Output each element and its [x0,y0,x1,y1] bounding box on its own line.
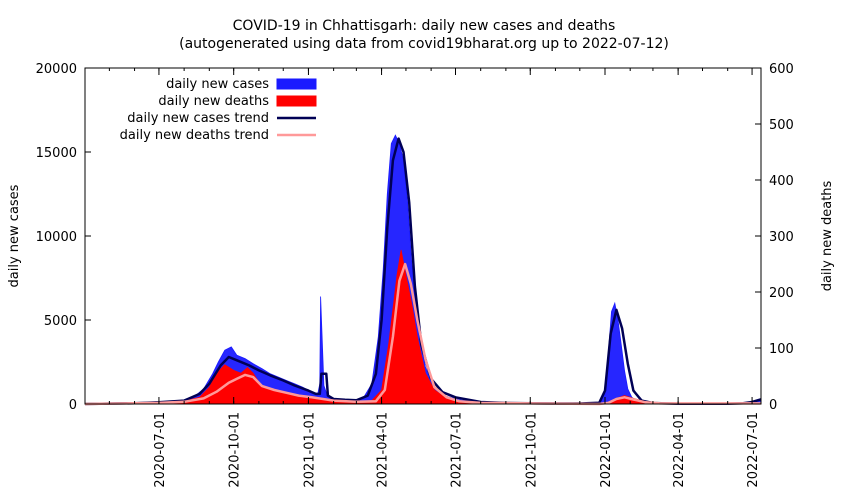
series-daily-new-deaths-trend [84,262,761,406]
y-right-tick-label: 400 [769,174,794,189]
y-right-tick-label: 300 [769,230,794,245]
y-right-tick-label: 500 [769,118,794,133]
series-daily-new-cases-trend [84,137,762,406]
x-tick-label: 2022-07-01 [746,412,761,488]
chart-title-line1: COVID-19 in Chhattisgarh: daily new case… [233,18,616,34]
series-daily-new-deaths [84,249,762,405]
chart-title-line2: (autogenerated using data from covid19bh… [179,36,669,52]
y-left-tick-label: 10000 [36,230,77,245]
y-right-tick-label: 200 [769,286,794,301]
series-daily-new-cases [84,134,762,405]
legend-label: daily new cases [166,77,269,92]
x-tick-label: 2022-01-01 [599,412,614,488]
x-tick-label: 2020-07-01 [153,412,168,488]
legend-swatch [276,95,317,107]
y-left-tick-label: 0 [69,398,77,413]
x-tick-label: 2022-04-01 [672,412,687,488]
y-right-tick-label: 0 [769,398,777,413]
x-tick-label: 2021-07-01 [450,412,465,488]
legend-label: daily new deaths trend [120,128,269,143]
legend-label: daily new deaths [158,94,269,109]
y-axis-left-label: daily new cases [7,184,22,287]
legend-label: daily new cases trend [127,111,269,126]
y-left-tick-label: 5000 [44,314,77,329]
x-tick-label: 2020-10-01 [228,412,243,488]
legend: daily new cases daily new deaths daily new… [120,77,317,143]
y-axis-right-label: daily new deaths [820,180,835,291]
y-right-tick-label: 600 [769,62,794,77]
y-right-tick-label: 100 [769,342,794,357]
x-tick-label: 2021-10-01 [524,412,539,488]
axes: 0 5000 10000 15000 20000 0 100 200 300 400 500 600 2… [36,62,794,488]
plot-content [84,134,762,406]
y-left-tick-label: 20000 [36,62,77,77]
x-tick-label: 2021-04-01 [376,412,391,488]
y-left-tick-label: 15000 [36,146,77,161]
legend-swatch [276,78,317,90]
x-tick-label: 2021-01-01 [302,412,317,488]
